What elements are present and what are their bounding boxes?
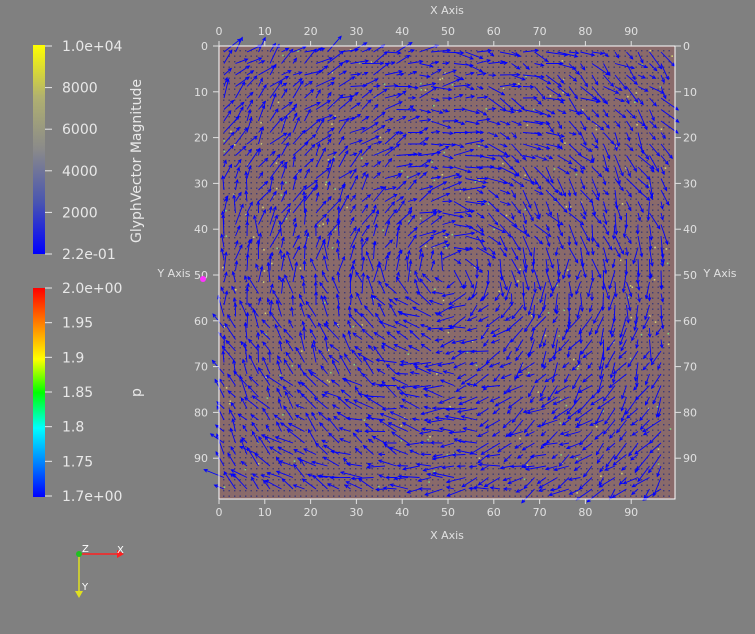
colorbar-label: 6000 [62,122,98,138]
x-tick-label-bottom: 20 [304,506,318,519]
x-tick-label-bottom: 10 [258,506,272,519]
x-tick-label-top: 30 [349,25,363,38]
colorbar-p-scale [33,288,45,497]
x-tick-label-top: 0 [216,25,223,38]
colorbar-p: 2.0e+00 1.95 1.9 1.85 1.8 1.75 1.7e+00 p [33,281,145,505]
colorbar-label: 1.75 [62,454,93,470]
x-tick-label-bottom: 0 [216,506,223,519]
orientation-axes: X Y Z [75,544,124,598]
vector-glyphs [203,35,680,504]
colorbar-label: 1.0e+04 [62,39,123,55]
y-tick-label-left: 60 [194,315,208,328]
colorbar-label: 2000 [62,205,98,221]
x-tick-label-top: 10 [258,25,272,38]
colorbar-label: 1.9 [62,350,84,366]
x-tick-label-top: 20 [304,25,318,38]
y-tick-label-right: 50 [683,269,697,282]
y-tick-label-right: 60 [683,315,697,328]
x-tick-label-bottom: 40 [395,506,409,519]
colorbar-label: 1.8 [62,420,84,436]
y-tick-label-left: 70 [194,361,208,374]
x-axis-bottom-ticks: 0 10 20 30 40 50 60 70 80 90 [216,499,638,519]
colorbar-label: 1.7e+00 [62,489,122,505]
x-tick-label-bottom: 80 [578,506,592,519]
y-tick-label-left: 40 [194,223,208,236]
colorbar-label: 1.85 [62,385,93,401]
x-tick-label-top: 60 [487,25,501,38]
y-tick-label-right: 90 [683,452,697,465]
plot-frame [218,45,676,500]
pivot-marker [200,276,206,282]
y-tick-label-right: 30 [683,177,697,190]
colorbar-label: 2.2e-01 [62,247,116,263]
x-tick-label-bottom: 70 [533,506,547,519]
y-tick-label-right: 70 [683,361,697,374]
colorbar-p-title: p [129,388,145,397]
y-tick-label-left: 20 [194,132,208,145]
colorbar-glyph-scale [33,45,45,254]
data-plot[interactable] [203,35,680,504]
x-tick-label-top: 80 [578,25,592,38]
y-tick-label-left: 0 [201,40,208,53]
x-axis-top-ticks: 0 10 20 30 40 50 60 70 80 90 [216,25,638,46]
x-tick-label-top: 70 [533,25,547,38]
colorbar-label: 1.95 [62,316,93,332]
x-tick-label-bottom: 90 [624,506,638,519]
orientation-z-label: Z [82,544,89,555]
y-tick-label-right: 10 [683,86,697,99]
y-tick-label-left: 90 [194,452,208,465]
x-axis-title-bottom: X Axis [430,529,464,542]
colorbar-label: 2.0e+00 [62,281,122,297]
y-tick-label-left: 80 [194,406,208,419]
orientation-y-label: Y [81,582,89,593]
y-tick-label-right: 20 [683,132,697,145]
y-tick-label-left: 30 [194,177,208,190]
y-tick-label-right: 80 [683,406,697,419]
x-tick-label-top: 90 [624,25,638,38]
y-tick-label-right: 0 [683,40,690,53]
colorbar-glyph-magnitude: 1.0e+04 8000 6000 4000 2000 2.2e-01 GlyphVect… [33,39,145,263]
x-tick-label-top: 40 [395,25,409,38]
x-axis-title-top: X Axis [430,4,464,17]
colorbar-label: 8000 [62,81,98,97]
x-tick-label-bottom: 30 [349,506,363,519]
colorbar-label: 4000 [62,164,98,180]
y-tick-label-left: 10 [194,86,208,99]
y-axis-title-right: Y Axis [702,267,736,280]
y-axis-right-ticks: 0 10 20 30 40 50 60 70 80 90 [675,40,697,465]
colorbar-glyph-title: GlyphVector Magnitude [129,79,145,243]
y-tick-label-right: 40 [683,223,697,236]
orientation-x-label: X [117,545,124,556]
x-tick-label-top: 50 [441,25,455,38]
y-axis-title-left: Y Axis [156,267,190,280]
x-tick-label-bottom: 50 [441,506,455,519]
x-tick-label-bottom: 60 [487,506,501,519]
